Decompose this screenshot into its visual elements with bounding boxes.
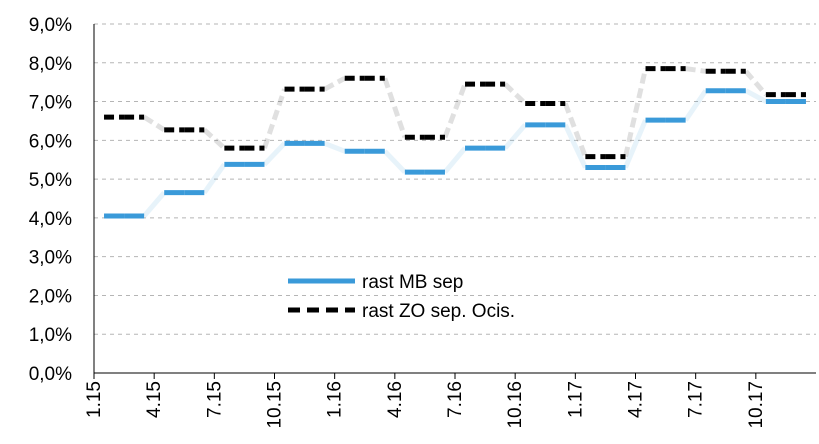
series-1-segment [505,84,525,103]
x-tick-label: 4.17 [626,381,647,418]
x-tick-label: 7.17 [686,381,707,418]
x-tick-label: 1.15 [84,381,105,418]
y-tick-label: 5,0% [29,170,72,191]
x-tick-label: 4.16 [385,381,406,418]
series-1-segment [204,130,224,148]
y-tick-label: 9,0% [29,15,72,36]
series-0-segment [746,91,766,102]
series-0-segment [385,151,405,172]
series-0-segment [445,148,465,172]
series-lines [104,69,806,216]
series-1-segment [144,117,164,130]
x-tick-label: 10.17 [746,381,767,429]
legend: rast MB sep rast ZO sep. Ocis. [288,272,515,322]
series-0-segment [625,120,645,167]
y-tick-label: 2,0% [29,286,72,307]
x-tick-labels: 1.15 4.15 7.15 10.15 1.16 4.16 7.16 10.16 1.17 4.… [84,373,767,429]
x-tick-label: 10.15 [265,381,286,429]
series-1-segment [264,89,284,148]
y-tick-label: 7,0% [29,93,72,114]
y-tick-labels: 0,0% 1,0% 2,0% 3,0% 4,0% 5,0% 6,0% 7,0% 8,0% 9,0% [29,15,72,385]
y-tick-label: 0,0% [29,364,72,385]
y-tick-label: 8,0% [29,54,72,75]
x-tick-label: 4.15 [144,381,165,418]
y-tick-label: 1,0% [29,325,72,346]
y-tick-label: 6,0% [29,131,72,152]
series-0-segment [325,143,345,151]
series-1-segment [385,78,405,137]
x-tick-label: 1.16 [325,381,346,418]
series-0-segment [204,164,224,192]
y-tick-label: 4,0% [29,209,72,230]
x-tick-label: 1.17 [565,381,586,418]
x-tick-label: 10.16 [505,381,526,429]
legend-label: rast MB sep [362,272,463,293]
series-0-segment [144,193,164,216]
series-1-segment [686,69,706,72]
series-1-segment [445,84,465,137]
y-tick-label: 3,0% [29,248,72,269]
x-tick-label: 7.15 [204,381,225,418]
x-tick-label: 7.16 [445,381,466,418]
legend-label: rast ZO sep. Ocis. [362,301,515,322]
series-0-segment [505,125,525,148]
series-0-segment [686,91,706,120]
series-1-segment [325,78,345,89]
